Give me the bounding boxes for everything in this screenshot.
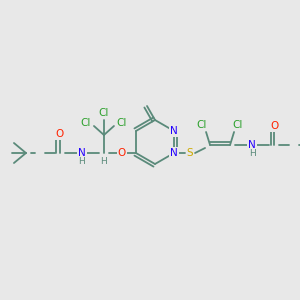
Text: Cl: Cl bbox=[197, 120, 207, 130]
Text: O: O bbox=[118, 148, 126, 158]
Text: N: N bbox=[170, 126, 178, 136]
Text: N: N bbox=[248, 140, 256, 150]
Text: Cl: Cl bbox=[81, 118, 91, 128]
Text: Cl: Cl bbox=[99, 108, 109, 118]
Text: N: N bbox=[170, 148, 178, 158]
Text: N: N bbox=[78, 148, 86, 158]
Text: O: O bbox=[56, 129, 64, 139]
Text: H: H bbox=[249, 149, 255, 158]
Text: Cl: Cl bbox=[233, 120, 243, 130]
Text: H: H bbox=[100, 158, 107, 166]
Text: S: S bbox=[187, 148, 194, 158]
Text: O: O bbox=[270, 121, 278, 131]
Text: H: H bbox=[79, 158, 85, 166]
Text: Cl: Cl bbox=[117, 118, 127, 128]
